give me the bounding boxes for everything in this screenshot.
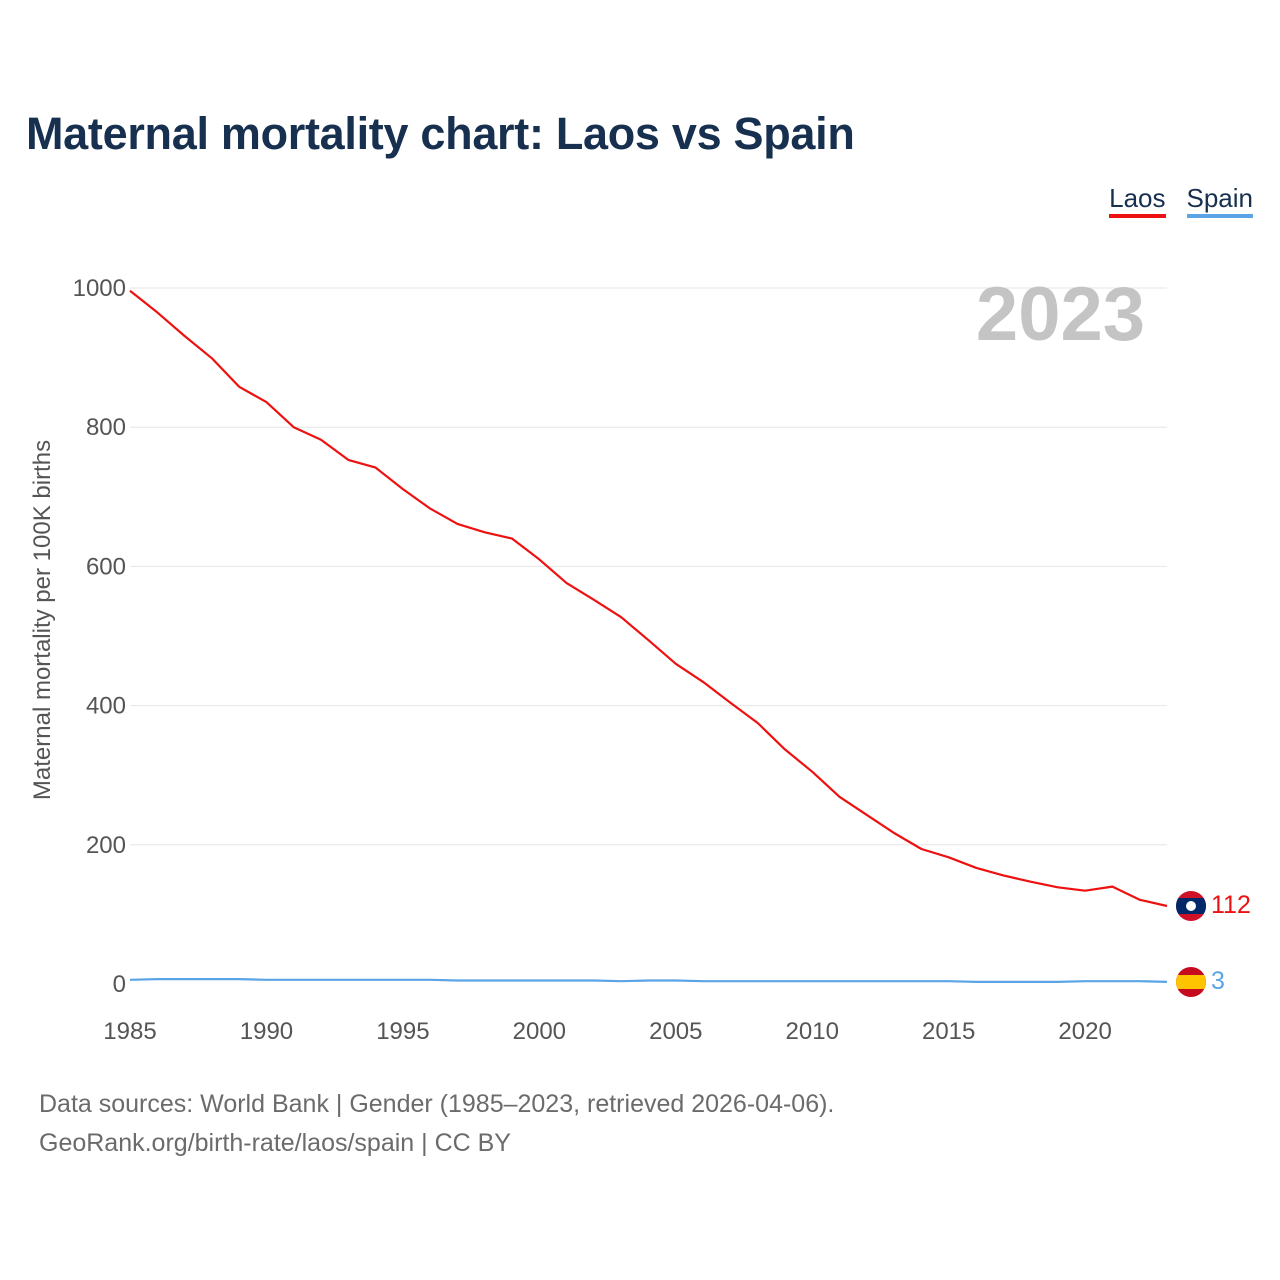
y-tick-label-1000: 1000 [73,275,126,302]
y-tick-label-0: 0 [113,971,126,998]
x-tick-label-2005: 2005 [649,1018,702,1045]
x-tick-label-2000: 2000 [513,1018,566,1045]
y-tick-label-200: 200 [86,832,126,859]
laos-flag [1176,891,1206,921]
gridlines [130,287,1167,846]
legend-item-spain[interactable]: Spain [1186,183,1253,218]
y-tick-label-600: 600 [86,553,126,580]
legend-item-laos[interactable]: Laos [1109,183,1166,218]
line-chart: 2023 0 200 400 600 800 1000 1985 1990 1995 2000 2… [29,272,1251,1045]
end-label-spain: 3 [1211,967,1225,995]
y-tick-label-400: 400 [86,693,126,720]
x-tick-label-2020: 2020 [1058,1018,1111,1045]
y-axis-ticks: 0 200 400 600 800 1000 [73,275,126,998]
legend: Laos Spain [1109,183,1253,218]
end-label-laos: 112 [1211,891,1251,919]
x-tick-label-1995: 1995 [376,1018,429,1045]
series-line-spain [129,977,1168,984]
x-axis-ticks: 1985 1990 1995 2000 2005 2010 2015 2020 [103,1018,1112,1045]
year-watermark: 2023 [976,272,1145,357]
flags [1176,891,1206,997]
y-axis-title: Maternal mortality per 100K births [29,440,56,800]
x-tick-label-2015: 2015 [922,1018,975,1045]
series-line-laos [129,289,1168,908]
attribution-link[interactable]: GeoRank.org/birth-rate/laos/spain | CC B… [39,1129,511,1157]
source-note: Data sources: World Bank | Gender (1985–… [39,1090,835,1118]
chart-title: Maternal mortality chart: Laos vs Spain [26,108,855,159]
footer: Data sources: World Bank | Gender (1985–… [39,1085,834,1163]
series-lines [129,289,1168,984]
y-tick-label-800: 800 [86,414,126,441]
x-tick-label-1985: 1985 [103,1018,156,1045]
spain-flag [1176,967,1206,997]
x-tick-label-1990: 1990 [240,1018,293,1045]
end-labels: 112 3 [1211,891,1251,995]
x-tick-label-2010: 2010 [786,1018,839,1045]
